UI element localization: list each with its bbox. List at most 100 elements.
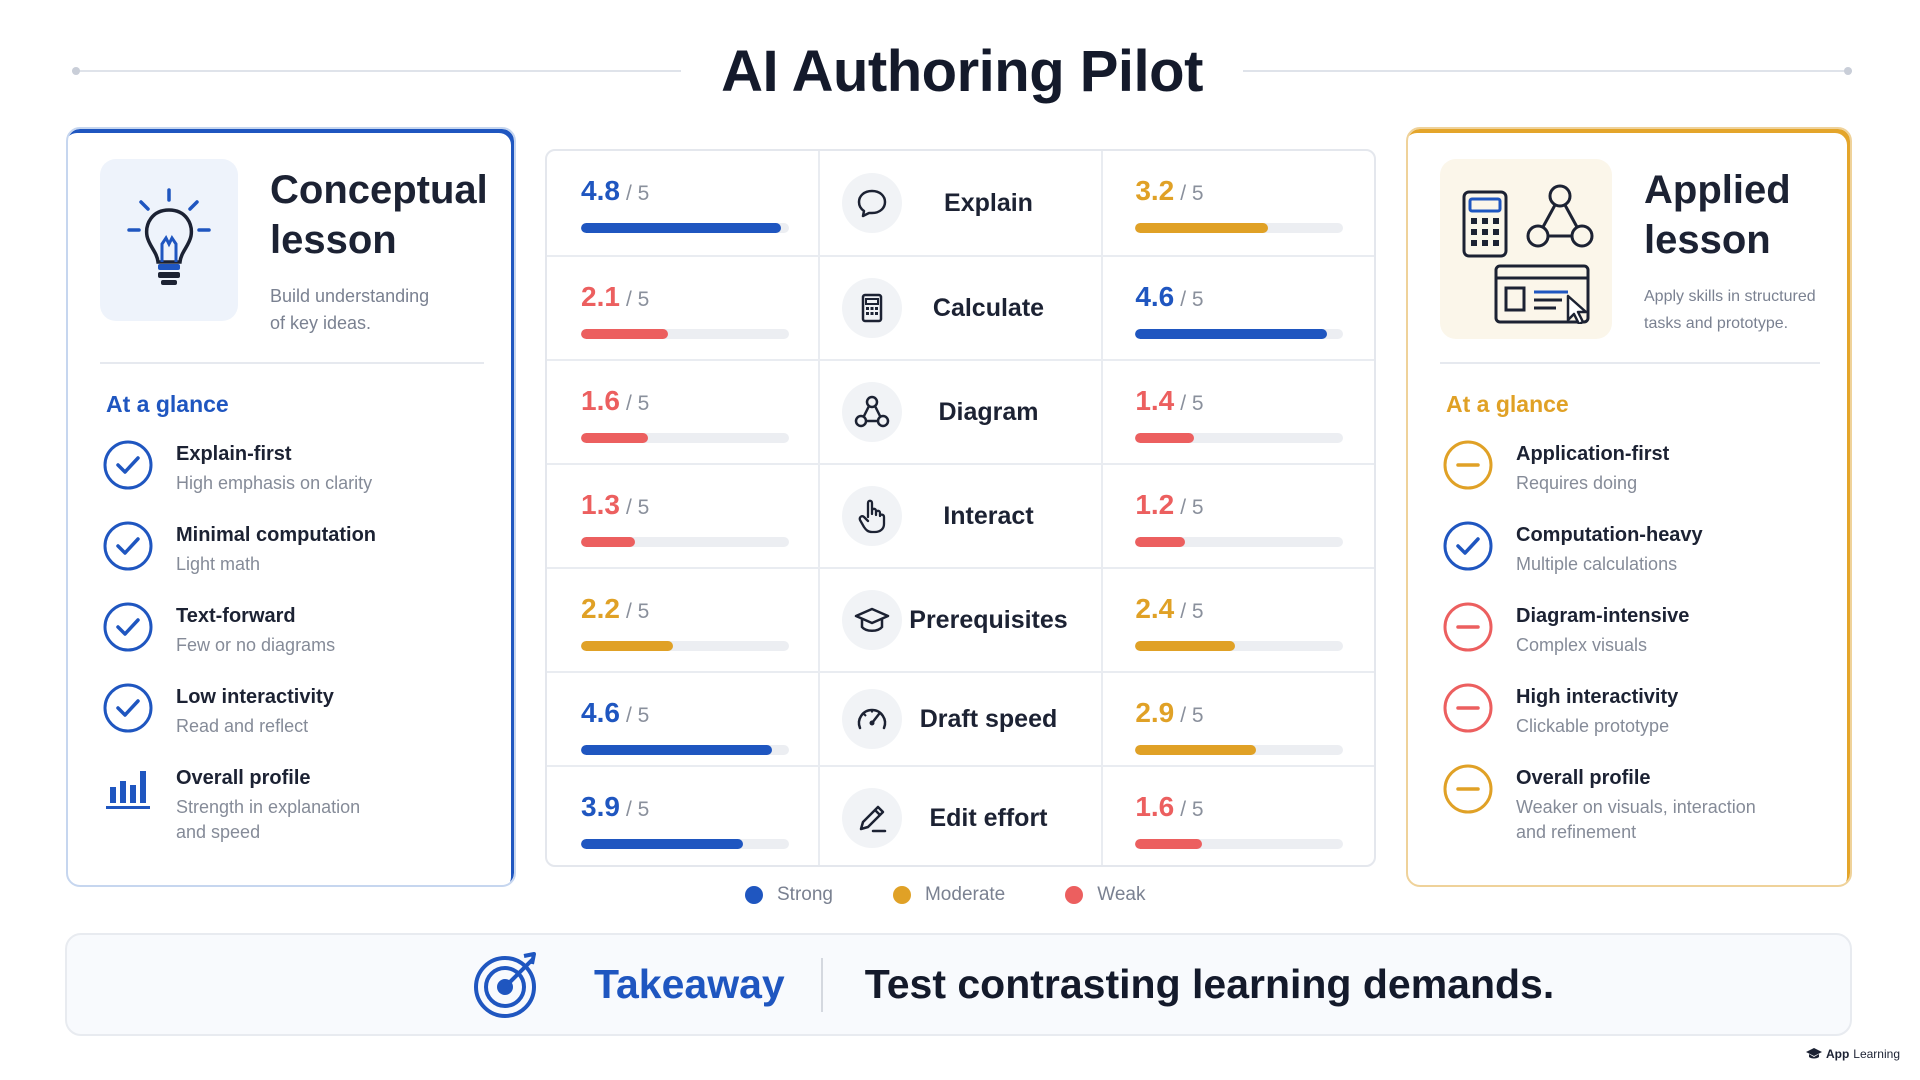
card-title: Conceptual lesson (270, 165, 488, 265)
score-number: 1.6 (1135, 791, 1175, 822)
right-score-cell: 2.4/ 5 (1103, 569, 1374, 671)
lightbulb-icon (100, 159, 238, 321)
table-row: 2.1 / 5 Calculate 4.6/ 5 (547, 255, 1374, 359)
speech-bubble-icon (841, 173, 902, 233)
score-denominator: / 5 (1180, 182, 1204, 205)
score-bar-track (581, 537, 789, 547)
score-bar-fill (581, 641, 673, 651)
item-title: Overall profile (1516, 767, 1651, 789)
item-desc: Clickable prototype (1516, 716, 1670, 736)
item-desc-line: Weaker on visuals, interaction (1516, 797, 1756, 817)
item-text: Computation-heavy Multiple calculations (1516, 520, 1703, 577)
score-bar-fill (1135, 745, 1256, 755)
item-text: Explain-first High emphasis on clarity (176, 439, 372, 496)
applied-lesson-card: Applied lesson Apply skills in structure… (1406, 127, 1852, 887)
takeaway-label: Takeaway (594, 961, 785, 1007)
card-title-line: Conceptual (270, 168, 488, 212)
score-value: 2.9/ 5 (1135, 697, 1203, 729)
item-title: Overall profile (176, 767, 311, 789)
criterion-cell: Explain (817, 151, 1104, 255)
card-subtitle-line: Build understanding (270, 286, 430, 306)
item-title: Computation-heavy (1516, 524, 1703, 546)
check-circle-icon (1442, 520, 1494, 572)
right-score-cell: 1.2/ 5 (1103, 465, 1374, 567)
legend-label: Weak (1097, 884, 1146, 905)
item-desc-line: and refinement (1516, 822, 1637, 842)
table-row: 2.2 / 5 Prerequisites 2.4/ 5 (547, 567, 1374, 671)
score-value: 1.6/ 5 (581, 385, 649, 417)
item-text: Text-forward Few or no diagrams (176, 601, 335, 658)
graduation-cap-icon (841, 590, 902, 650)
card-subtitle-line: Apply skills in structured (1644, 288, 1816, 305)
right-score-cell: 1.4/ 5 (1103, 361, 1374, 463)
right-score-cell: 4.6/ 5 (1103, 257, 1374, 359)
list-item: Explain-first High emphasis on clarity (102, 439, 494, 520)
right-score-cell: 1.6/ 5 (1103, 767, 1374, 865)
criterion-cell: Edit effort (817, 767, 1104, 865)
list-item: Overall profile Weaker on visuals, inter… (1442, 763, 1830, 844)
glance-list: Explain-first High emphasis on clarity M… (102, 439, 494, 844)
card-title-block: Applied lesson Apply skills in structure… (1644, 159, 1816, 369)
score-bar-track (1135, 223, 1344, 233)
graduation-cap-icon (1805, 1048, 1822, 1059)
criterion-label: Edit effort (929, 803, 1048, 832)
criterion-label: Calculate (932, 293, 1045, 322)
score-denominator: / 5 (1180, 600, 1204, 623)
score-denominator: / 5 (1180, 798, 1204, 821)
bar-chart-icon (102, 763, 154, 815)
score-bar-fill (581, 329, 669, 339)
score-denominator: / 5 (1180, 704, 1204, 727)
legend-dot-weak (1065, 886, 1084, 904)
left-score-cell: 3.9/ 5 (547, 767, 818, 865)
score-number: 2.1 (581, 281, 620, 312)
score-bar-track (581, 641, 789, 651)
card-title-line: lesson (1644, 218, 1771, 262)
legend-item-moderate: Moderate (892, 884, 1005, 906)
score-bar-track (1135, 329, 1344, 339)
item-title: Minimal computation (176, 524, 376, 546)
score-bar-track (581, 223, 789, 233)
score-number: 2.9 (1135, 697, 1175, 728)
list-item: Diagram-intensive Complex visuals (1442, 601, 1830, 682)
criterion-cell: Interact (817, 465, 1104, 567)
list-item: Overall profile Strength in explanation … (102, 763, 494, 844)
score-number: 3.2 (1135, 175, 1175, 206)
list-item: Text-forward Few or no diagrams (102, 601, 494, 682)
item-desc: Light math (176, 554, 261, 574)
left-score-cell: 1.6/ 5 (547, 361, 818, 463)
item-desc: Complex visuals (1516, 635, 1648, 655)
card-header: Applied lesson Apply skills in structure… (1440, 159, 1826, 369)
score-value: 1.6/ 5 (1135, 791, 1203, 823)
score-bar-fill (581, 839, 744, 849)
score-denominator: / 5 (1180, 288, 1204, 311)
score-bar-track (1135, 641, 1344, 651)
minus-circle-icon (1442, 601, 1494, 653)
criterion-label: Explain (944, 188, 1033, 217)
item-text: Overall profile Strength in explanation … (176, 763, 360, 845)
score-number: 1.4 (1135, 385, 1175, 416)
card-title: Applied lesson (1644, 165, 1816, 265)
list-item: Low interactivity Read and reflect (102, 682, 494, 763)
score-number: 4.6 (1135, 281, 1175, 312)
table-row: 1.6/ 5 Diagram 1.4/ 5 (547, 359, 1374, 463)
item-desc-line: and speed (176, 822, 261, 842)
score-denominator: / 5 (625, 496, 650, 519)
score-number: 1.2 (1135, 489, 1175, 520)
score-value: 2.4/ 5 (1135, 593, 1203, 625)
score-number: 1.3 (581, 489, 620, 520)
criterion-label: Prerequisites (909, 605, 1068, 634)
item-title: Low interactivity (176, 686, 334, 708)
target-icon (474, 951, 536, 1018)
score-value: 1.4/ 5 (1135, 385, 1203, 417)
takeaway-text: Test contrasting learning demands. (864, 961, 1555, 1007)
item-title: High interactivity (1516, 686, 1679, 708)
list-item: High interactivity Clickable prototype (1442, 682, 1830, 763)
score-number: 3.9 (581, 791, 620, 822)
item-desc: Few or no diagrams (176, 635, 336, 655)
score-bar-fill (581, 745, 773, 755)
item-title: Application-first (1516, 443, 1670, 465)
criterion-cell: Calculate (817, 257, 1104, 359)
item-text: Minimal computation Light math (176, 520, 376, 577)
score-number: 2.2 (581, 593, 620, 624)
criterion-cell: Diagram (817, 361, 1104, 463)
